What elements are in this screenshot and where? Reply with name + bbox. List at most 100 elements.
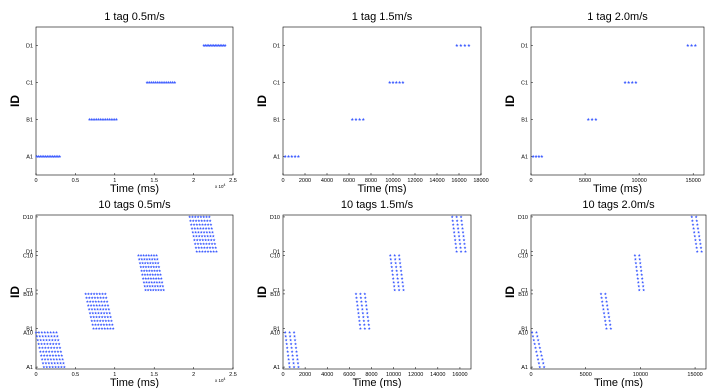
data-point <box>56 350 60 353</box>
data-point <box>96 296 100 299</box>
data-point <box>603 319 607 323</box>
y-tick-label: B1 <box>26 118 33 124</box>
data-point <box>106 327 110 330</box>
data-point <box>451 219 455 222</box>
x-tick-label: 14000 <box>430 372 445 378</box>
data-point <box>366 319 370 323</box>
data-point <box>531 334 535 338</box>
data-point <box>293 334 296 338</box>
x-axis-label-3: Time (ms) <box>110 377 159 388</box>
data-point <box>87 307 91 311</box>
y-tick-label: A1 <box>521 365 528 371</box>
data-point <box>104 296 108 299</box>
x-tick-label: 12000 <box>407 178 422 184</box>
data-point <box>158 280 161 284</box>
data-point <box>89 292 93 296</box>
data-point <box>44 334 48 338</box>
data-point <box>284 338 288 342</box>
data-point <box>49 154 53 158</box>
data-point <box>103 303 107 307</box>
data-point <box>635 273 639 276</box>
data-point <box>55 357 59 361</box>
data-point <box>101 117 105 121</box>
data-point <box>641 284 645 288</box>
data-point <box>143 273 147 276</box>
data-point <box>107 319 111 323</box>
data-point <box>698 238 702 242</box>
data-point <box>51 365 55 369</box>
data-point <box>157 288 160 292</box>
data-point <box>637 284 641 288</box>
data-point <box>40 330 44 334</box>
data-point <box>399 269 403 273</box>
data-point <box>295 350 298 353</box>
data-point <box>145 257 149 261</box>
data-point <box>40 154 44 158</box>
data-point <box>205 43 209 47</box>
x-tick-label: 14000 <box>429 178 444 184</box>
data-point <box>108 311 112 315</box>
data-point <box>396 280 400 284</box>
data-point <box>146 273 149 276</box>
data-point <box>51 342 55 346</box>
data-point <box>608 323 612 326</box>
data-point <box>401 280 404 284</box>
data-point <box>695 223 699 226</box>
data-point <box>603 292 607 296</box>
data-point <box>144 265 148 269</box>
data-point <box>453 238 457 242</box>
data-point <box>45 338 48 342</box>
y-tick-label: A1 <box>26 155 33 161</box>
data-point <box>100 303 104 307</box>
data-point <box>400 273 403 276</box>
data-point <box>289 338 293 342</box>
data-point <box>362 323 366 326</box>
data-point <box>535 330 538 334</box>
x-tick-label: 0 <box>281 372 284 378</box>
data-point <box>192 223 196 226</box>
data-point <box>356 303 359 307</box>
data-point <box>104 307 108 311</box>
data-point <box>149 80 153 84</box>
data-point <box>286 354 290 357</box>
data-point <box>604 323 608 326</box>
data-point <box>293 338 297 342</box>
data-point <box>692 230 696 234</box>
data-point <box>207 43 211 47</box>
data-point <box>164 80 168 84</box>
data-point <box>84 292 88 296</box>
data-point <box>105 311 109 315</box>
data-point <box>393 253 397 257</box>
data-point <box>45 365 49 369</box>
data-point <box>158 269 162 273</box>
data-point <box>94 311 98 315</box>
data-point <box>360 307 364 311</box>
data-point <box>396 277 400 280</box>
data-point <box>208 246 212 249</box>
data-point <box>358 117 362 121</box>
data-point <box>99 117 103 121</box>
y-tick-label: A1 <box>26 365 33 371</box>
data-point <box>210 242 214 246</box>
data-point <box>459 215 463 219</box>
x-tick-label: 0 <box>34 372 37 378</box>
data-point <box>191 219 195 222</box>
y-tick-label: B1 <box>273 327 280 333</box>
data-point <box>152 253 156 257</box>
data-point <box>599 292 603 296</box>
data-point <box>220 43 224 47</box>
data-point <box>213 43 217 47</box>
data-point <box>98 319 102 323</box>
data-point <box>38 346 41 350</box>
data-point <box>693 234 697 238</box>
data-point <box>148 284 152 288</box>
y-axis-label-3: ID <box>8 286 22 298</box>
data-point <box>155 257 159 261</box>
y-axis-label-5: ID <box>503 286 517 298</box>
data-point <box>463 246 467 249</box>
data-point <box>152 277 155 280</box>
data-point <box>189 219 192 222</box>
y-tick-label: D1 <box>521 44 528 50</box>
data-point <box>594 117 598 121</box>
data-point <box>153 269 156 273</box>
